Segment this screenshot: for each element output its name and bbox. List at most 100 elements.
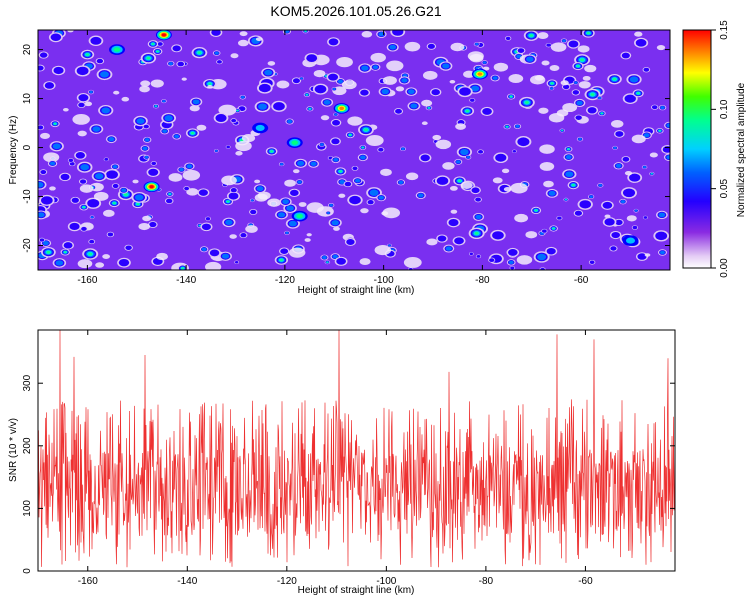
- y-tick-label: 10: [22, 93, 33, 105]
- heatmap-texture-blob: [635, 38, 647, 47]
- heatmap-texture-blob: [231, 118, 237, 123]
- heatmap-texture-blob: [474, 231, 479, 235]
- heatmap-texture-blob: [550, 82, 554, 85]
- heatmap-peak-contour: [296, 213, 304, 219]
- heatmap-texture-blob: [78, 102, 85, 108]
- heatmap-texture-blob: [44, 82, 55, 89]
- heatmap-peak: [471, 68, 488, 80]
- heatmap-peak: [155, 30, 172, 41]
- heatmap-texture-blob: [123, 193, 128, 196]
- heatmap-texture-blob: [495, 153, 507, 162]
- heatmap-texture-blob: [72, 114, 90, 125]
- heatmap-texture-blob: [604, 218, 615, 226]
- heatmap-texture-blob: [475, 43, 479, 46]
- spectrogram-x-axis: -160 -140 -120 -100 -80 -60: [77, 30, 589, 286]
- heatmap-texture-blob: [405, 172, 419, 181]
- heatmap-texture-blob: [450, 209, 458, 214]
- heatmap-texture-blob: [410, 103, 418, 109]
- heatmap-texture-blob: [574, 81, 578, 84]
- y-tick-label: 200: [22, 437, 33, 454]
- heatmap-texture-blob: [475, 197, 481, 202]
- heatmap-texture-blob: [336, 257, 346, 265]
- heatmap-texture-blob: [218, 104, 237, 116]
- heatmap-texture-blob: [539, 144, 555, 154]
- heatmap-texture-blob: [501, 168, 510, 174]
- heatmap-texture-blob: [239, 31, 248, 37]
- heatmap-texture-blob: [214, 51, 219, 55]
- heatmap-texture-blob: [659, 250, 665, 255]
- heatmap-texture-blob: [150, 79, 164, 88]
- heatmap-texture-blob: [636, 92, 640, 95]
- heatmap-texture-blob: [435, 139, 452, 150]
- heatmap-texture-blob: [505, 36, 511, 41]
- heatmap-texture-blob: [463, 70, 475, 78]
- heatmap-texture-blob: [538, 107, 549, 114]
- heatmap-texture-blob: [378, 147, 384, 152]
- x-tick-label: -100: [376, 576, 396, 587]
- heatmap-texture-blob: [313, 70, 326, 78]
- heatmap-texture-blob: [598, 184, 603, 187]
- heatmap-texture-blob: [245, 225, 258, 233]
- y-tick-label: 300: [22, 374, 33, 391]
- heatmap-texture-blob: [459, 87, 471, 96]
- heatmap-texture-blob: [562, 84, 570, 90]
- heatmap-texture-blob: [475, 214, 482, 220]
- heatmap-texture-blob: [95, 262, 105, 268]
- heatmap-texture-blob: [360, 208, 369, 214]
- heatmap-texture-blob: [49, 161, 56, 166]
- heatmap-texture-blob: [254, 179, 261, 184]
- heatmap-texture-blob: [361, 30, 373, 38]
- heatmap-texture-blob: [306, 94, 308, 96]
- heatmap-texture-blob: [466, 156, 470, 159]
- heatmap-texture-blob: [404, 41, 421, 52]
- heatmap-texture-blob: [382, 207, 401, 219]
- heatmap-texture-blob: [562, 39, 566, 43]
- heatmap-texture-blob: [562, 102, 578, 113]
- heatmap-texture-blob: [332, 87, 336, 91]
- heatmap-texture-blob: [658, 212, 666, 218]
- heatmap-texture-blob: [338, 193, 346, 198]
- heatmap-texture-blob: [395, 86, 405, 92]
- heatmap-texture-blob: [489, 258, 495, 263]
- heatmap-texture-blob: [39, 52, 48, 58]
- heatmap-texture-blob: [417, 193, 424, 198]
- heatmap-texture-blob: [478, 150, 484, 154]
- heatmap-texture-blob: [304, 30, 307, 32]
- heatmap-texture-blob: [626, 215, 637, 222]
- heatmap-texture-blob: [346, 238, 355, 245]
- heatmap-texture-blob: [235, 140, 252, 152]
- spectrogram-y-axis: -20 -10 0 10 20: [22, 44, 670, 253]
- heatmap-texture-blob: [201, 223, 212, 231]
- heatmap-texture-blob: [349, 134, 352, 136]
- heatmap-texture-blob: [546, 43, 551, 47]
- heatmap-texture-blob: [344, 181, 352, 187]
- heatmap-texture-blob: [78, 94, 89, 102]
- heatmap-texture-blob: [157, 42, 163, 46]
- heatmap-texture-blob: [643, 166, 647, 169]
- heatmap-texture-blob: [403, 256, 422, 268]
- heatmap-texture-blob: [515, 124, 520, 128]
- heatmap-texture-blob: [576, 65, 580, 68]
- heatmap-texture-blob: [288, 220, 297, 227]
- heatmap-texture-blob: [615, 131, 624, 137]
- heatmap-texture-blob: [613, 146, 617, 149]
- heatmap-texture-blob: [578, 137, 582, 141]
- heatmap-texture-blob: [442, 63, 450, 69]
- heatmap-texture-blob: [177, 61, 185, 67]
- heatmap-texture-blob: [190, 131, 195, 135]
- heatmap-texture-blob: [469, 252, 474, 256]
- heatmap-texture-blob: [381, 88, 389, 95]
- heatmap-texture-blob: [517, 48, 525, 53]
- heatmap-texture-blob: [46, 250, 51, 254]
- heatmap-texture-blob: [240, 95, 245, 99]
- x-tick-label: -120: [277, 576, 297, 587]
- heatmap-texture-blob: [172, 45, 181, 52]
- heatmap-texture-blob: [320, 143, 324, 146]
- heatmap-texture-blob: [326, 211, 330, 214]
- heatmap-texture-blob: [264, 69, 273, 76]
- heatmap-texture-blob: [546, 247, 556, 255]
- heatmap-peak-contour: [291, 140, 299, 145]
- heatmap-texture-blob: [201, 247, 207, 251]
- heatmap-texture-blob: [450, 42, 465, 52]
- snr-y-label: SNR (10 * v/v): [8, 418, 19, 482]
